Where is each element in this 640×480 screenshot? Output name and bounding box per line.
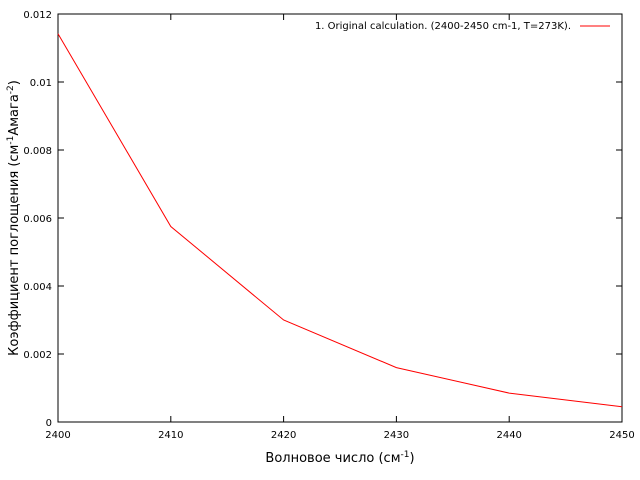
y-tick-label: 0.002 [23,350,52,361]
y-tick-label: 0.004 [23,282,52,293]
x-tick-label: 2440 [496,430,521,441]
y-tick-label: 0 [46,418,52,429]
x-tick-label: 2400 [45,430,70,441]
legend: 1. Original calculation. (2400-2450 cm-1… [315,21,610,32]
y-tick-label: 0.012 [23,10,52,21]
y-axis-title: Коэффициент поглощения (см-1Амага-2) [6,80,22,356]
x-tick-label: 2420 [271,430,296,441]
x-tick-label: 2450 [609,430,634,441]
x-tick-labels: 2400 2410 2420 2430 2440 2450 [45,430,634,441]
plot-frame [57,13,623,423]
series-line [57,33,623,408]
legend-label: 1. Original calculation. (2400-2450 cm-1… [315,21,571,32]
axis-ticks [57,13,623,423]
y-tick-label: 0.006 [23,214,52,225]
y-tick-labels: 0 0.002 0.004 0.006 0.008 0.01 0.012 [23,10,52,429]
y-tick-label: 0.01 [30,78,52,89]
x-tick-label: 2410 [158,430,183,441]
x-axis-title: Волновое число (см-1) [265,450,414,466]
series-layer [57,33,623,408]
x-tick-label: 2430 [384,430,409,441]
y-tick-label: 0.008 [23,146,52,157]
